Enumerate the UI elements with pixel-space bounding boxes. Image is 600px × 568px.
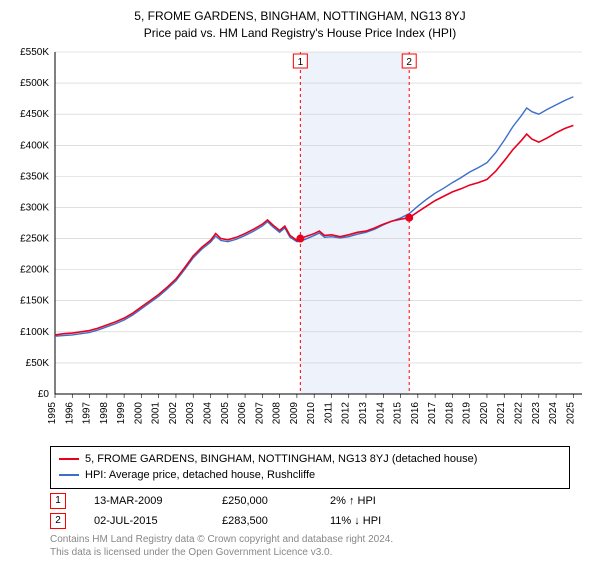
- svg-text:2019: 2019: [462, 401, 473, 424]
- svg-text:1996: 1996: [64, 401, 75, 424]
- svg-text:1995: 1995: [47, 401, 58, 424]
- svg-text:2016: 2016: [410, 401, 421, 424]
- svg-text:1: 1: [298, 57, 304, 68]
- svg-text:2014: 2014: [375, 401, 386, 424]
- svg-text:2018: 2018: [444, 401, 455, 424]
- svg-text:1998: 1998: [99, 401, 110, 424]
- svg-text:2025: 2025: [565, 401, 576, 424]
- svg-text:2008: 2008: [272, 401, 283, 424]
- svg-text:2001: 2001: [151, 401, 162, 424]
- chart-svg: £0 £50K £100K £150K £200K £250K £300K £350K £400…: [0, 42, 600, 442]
- chart-area: £0 £50K £100K £150K £200K £250K £300K £350K £400…: [0, 42, 600, 442]
- annotation-marker-2: 2: [50, 513, 66, 529]
- svg-text:£450K: £450K: [20, 109, 49, 120]
- legend-label-hpi: HPI: Average price, detached house, Rush…: [85, 467, 315, 484]
- svg-text:2003: 2003: [185, 401, 196, 424]
- title-line1: 5, FROME GARDENS, BINGHAM, NOTTINGHAM, N…: [0, 8, 600, 25]
- legend-label-price: 5, FROME GARDENS, BINGHAM, NOTTINGHAM, N…: [85, 451, 477, 468]
- svg-text:2000: 2000: [133, 401, 144, 424]
- svg-text:£200K: £200K: [20, 264, 49, 275]
- footer: Contains HM Land Registry data © Crown c…: [50, 533, 570, 559]
- svg-text:£300K: £300K: [20, 202, 49, 213]
- svg-text:£0: £0: [38, 389, 50, 400]
- svg-text:2012: 2012: [341, 401, 352, 424]
- svg-text:2010: 2010: [306, 401, 317, 424]
- annotation-price-1: £250,000: [222, 495, 302, 507]
- svg-text:2005: 2005: [220, 401, 231, 424]
- svg-text:2013: 2013: [358, 401, 369, 424]
- annotation-table: 1 13-MAR-2009 £250,000 2% ↑ HPI 2 02-JUL…: [50, 493, 570, 529]
- legend-swatch-price: [59, 458, 79, 460]
- svg-text:£550K: £550K: [20, 47, 49, 58]
- svg-text:£100K: £100K: [20, 326, 49, 337]
- svg-text:£250K: £250K: [20, 233, 49, 244]
- annotation-row-2: 2 02-JUL-2015 £283,500 11% ↓ HPI: [50, 513, 570, 529]
- legend: 5, FROME GARDENS, BINGHAM, NOTTINGHAM, N…: [50, 446, 570, 489]
- svg-text:2011: 2011: [323, 401, 334, 423]
- svg-text:2002: 2002: [168, 401, 179, 424]
- annotation-marker-1: 1: [50, 493, 66, 509]
- legend-item-price: 5, FROME GARDENS, BINGHAM, NOTTINGHAM, N…: [59, 451, 561, 468]
- svg-text:2020: 2020: [479, 401, 490, 424]
- annotation-delta-2: 11% ↓ HPI: [330, 515, 381, 527]
- svg-text:2007: 2007: [254, 401, 265, 424]
- svg-text:£500K: £500K: [20, 78, 49, 89]
- svg-text:1997: 1997: [82, 401, 93, 424]
- svg-text:2006: 2006: [237, 401, 248, 424]
- title-line2: Price paid vs. HM Land Registry's House …: [0, 25, 600, 42]
- footer-line2: This data is licensed under the Open Gov…: [50, 546, 570, 559]
- svg-text:2021: 2021: [496, 401, 507, 424]
- chart-title: 5, FROME GARDENS, BINGHAM, NOTTINGHAM, N…: [0, 8, 600, 42]
- annotation-delta-1: 2% ↑ HPI: [330, 495, 376, 507]
- svg-text:2009: 2009: [289, 401, 300, 424]
- annotation-date-2: 02-JUL-2015: [94, 515, 194, 527]
- svg-text:£150K: £150K: [20, 295, 49, 306]
- svg-text:2017: 2017: [427, 401, 438, 424]
- legend-swatch-hpi: [59, 474, 79, 476]
- svg-text:2022: 2022: [514, 401, 525, 424]
- legend-item-hpi: HPI: Average price, detached house, Rush…: [59, 467, 561, 484]
- svg-text:£350K: £350K: [20, 171, 49, 182]
- svg-text:£50K: £50K: [26, 358, 50, 369]
- svg-text:1999: 1999: [116, 401, 127, 424]
- svg-text:£400K: £400K: [20, 140, 49, 151]
- svg-text:2004: 2004: [203, 401, 214, 424]
- annotation-price-2: £283,500: [222, 515, 302, 527]
- footer-line1: Contains HM Land Registry data © Crown c…: [50, 533, 570, 546]
- svg-text:2015: 2015: [393, 401, 404, 424]
- annotation-row-1: 1 13-MAR-2009 £250,000 2% ↑ HPI: [50, 493, 570, 509]
- svg-text:2: 2: [406, 57, 412, 68]
- svg-text:2024: 2024: [548, 401, 559, 424]
- annotation-date-1: 13-MAR-2009: [94, 495, 194, 507]
- svg-text:2023: 2023: [531, 401, 542, 424]
